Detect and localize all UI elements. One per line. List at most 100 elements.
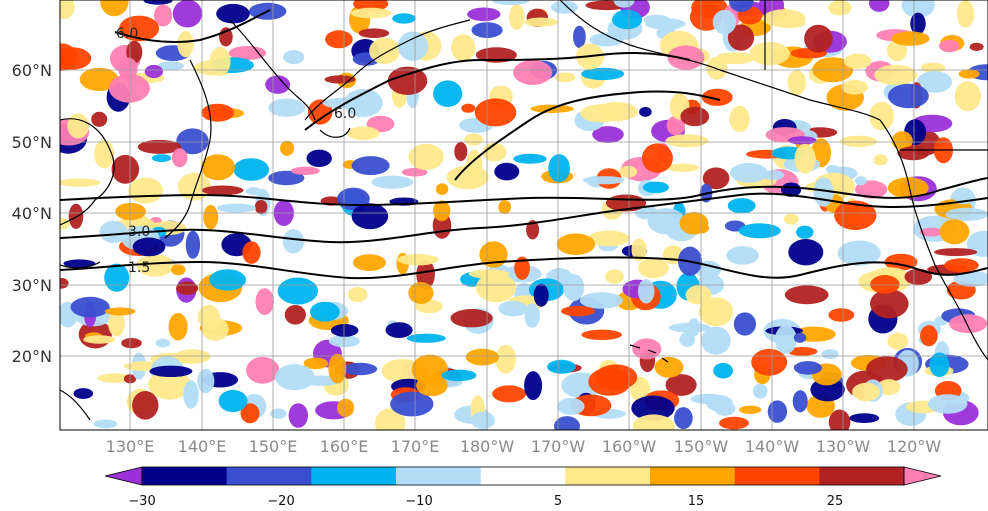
anomaly-patch <box>927 394 968 414</box>
anomaly-patch <box>494 162 520 181</box>
anomaly-patch <box>581 329 622 340</box>
anomaly-patch <box>397 254 439 266</box>
anomaly-patch <box>387 66 428 96</box>
anomaly-patch <box>969 42 984 52</box>
anomaly-patch <box>579 292 624 309</box>
anomaly-patch <box>668 322 711 333</box>
anomaly-patch <box>674 407 693 430</box>
anomaly-patch <box>93 419 118 429</box>
anomaly-patch <box>834 200 877 230</box>
anomaly-patch <box>73 388 94 399</box>
anomaly-patch <box>729 105 750 133</box>
contour-label: 6.0 <box>334 106 356 122</box>
anomaly-patch <box>151 154 172 163</box>
anomaly-patch <box>873 154 888 166</box>
anomaly-patch <box>100 0 129 17</box>
anomaly-patch <box>171 264 186 276</box>
anomaly-patch <box>726 246 759 265</box>
colorbar-left-arrow <box>104 466 143 486</box>
anomaly-patch <box>177 172 212 201</box>
anomaly-patch <box>513 153 547 164</box>
anomaly-patch <box>498 300 528 317</box>
anomaly-patch <box>804 24 833 53</box>
anomaly-patch <box>397 31 429 61</box>
anomaly-patch <box>108 311 125 337</box>
anomaly-patch <box>228 46 267 60</box>
anomaly-patch <box>852 382 881 402</box>
anomaly-patch <box>63 259 96 268</box>
anomaly-patch <box>793 332 807 343</box>
lon-label: 130°E <box>106 437 155 456</box>
anomaly-patch <box>371 175 414 189</box>
anomaly-patch <box>612 9 643 30</box>
anomaly-patch <box>783 213 799 225</box>
anomaly-patch <box>874 64 918 86</box>
anomaly-patch <box>328 353 347 384</box>
anomaly-patch <box>254 200 268 214</box>
contour-label: 3.0 <box>128 224 150 240</box>
anomaly-patch <box>775 325 797 354</box>
colorbar-right-arrow <box>903 466 942 486</box>
anomaly-patch <box>157 61 184 71</box>
lon-label: 120°W <box>887 437 942 456</box>
colorbar-segment <box>734 467 820 485</box>
anomaly-patch <box>465 348 499 366</box>
anomaly-patch <box>632 414 675 430</box>
anomaly-patch <box>849 413 880 423</box>
colorbar-segment <box>650 467 736 485</box>
colorbar-segment <box>819 467 905 485</box>
lon-label: 150°E <box>249 437 298 456</box>
anomaly-patch <box>492 0 530 6</box>
anomaly-patch <box>956 0 975 28</box>
anomaly-patch <box>793 361 823 375</box>
anomaly-patch <box>509 4 525 30</box>
anomaly-patch <box>654 356 684 378</box>
anomaly-patch <box>203 205 219 230</box>
anomaly-patch <box>450 309 493 328</box>
colorbar: −30 −20 −10 5 15 25 <box>104 466 942 509</box>
anomaly-patch <box>337 398 355 417</box>
anomaly-patch <box>533 283 549 307</box>
anomaly-patch <box>580 104 621 123</box>
colorbar-segment <box>226 467 312 485</box>
anomaly-patch <box>283 50 305 65</box>
anomaly-patch <box>325 30 353 49</box>
anomaly-patch <box>524 303 540 328</box>
anomaly-patch <box>464 133 483 146</box>
lon-label: 170°W <box>531 437 586 456</box>
anomaly-patch <box>176 128 209 155</box>
anomaly-patch <box>290 166 320 175</box>
contour-6.0-arc <box>304 51 691 131</box>
contour-label: 1.5 <box>128 260 150 276</box>
anomaly-patch <box>492 385 526 403</box>
anomaly-patch <box>454 142 468 161</box>
anomaly-patch <box>557 397 585 415</box>
anomaly-patch <box>136 254 175 277</box>
anomaly-patch <box>713 362 733 379</box>
anomaly-patch <box>667 45 705 70</box>
anomaly-patch <box>468 269 510 279</box>
anomaly-patch <box>934 248 978 257</box>
anomaly-patch <box>821 349 839 359</box>
lon-label: 130°W <box>816 437 871 456</box>
colorbar-segment <box>142 467 228 485</box>
anomaly-patch <box>495 344 517 374</box>
colorbar-tick-label: −30 <box>128 494 155 509</box>
anomaly-patch <box>840 135 877 147</box>
contour-1.5 <box>60 256 988 280</box>
anomaly-patch <box>68 203 84 229</box>
lat-label: 60°N <box>12 61 52 80</box>
lon-label: 150°W <box>674 437 729 456</box>
anomaly-patch <box>268 170 305 186</box>
anomaly-patch <box>869 0 890 12</box>
anomaly-patch <box>826 164 840 175</box>
anomaly-patch <box>216 3 250 24</box>
anomaly-patch <box>714 401 736 416</box>
anomaly-patch <box>887 332 909 350</box>
colorbar-tick-label: 5 <box>554 494 562 509</box>
anomaly-patch <box>642 181 670 194</box>
colorbar-tick-label: −10 <box>405 494 432 509</box>
anomaly-patch <box>719 416 749 430</box>
anomaly-patch <box>183 380 199 409</box>
anomaly-patch <box>408 282 434 304</box>
